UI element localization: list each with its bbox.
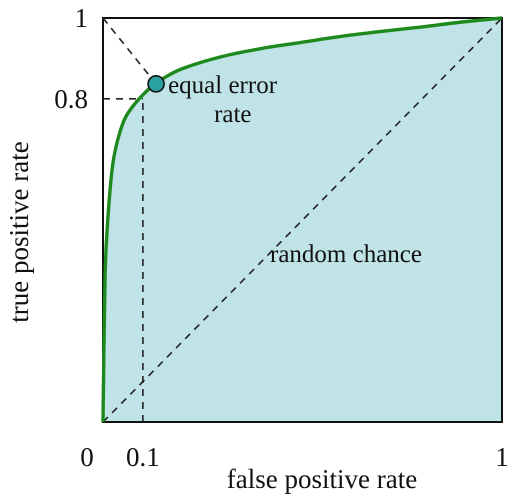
- y-axis-title: true positive rate: [4, 141, 34, 322]
- x-tick-labels: 0 0.1 1: [80, 442, 509, 472]
- equal-error-label-line2: rate: [214, 101, 251, 128]
- random-chance-label: random chance: [270, 241, 422, 268]
- y-tick-label: 1: [75, 3, 89, 33]
- y-tick-labels: 0.81: [54, 3, 88, 114]
- area-under-curve: [103, 18, 502, 422]
- x-tick-label: 0.1: [126, 442, 160, 472]
- x-tick-label: 1: [495, 442, 509, 472]
- equal-error-rate-marker: [147, 75, 165, 93]
- plot-frame: [102, 17, 503, 423]
- random-chance-diagonal: [102, 17, 503, 423]
- y-tick-label: 0.8: [54, 84, 88, 114]
- equal-error-label-line1: equal error: [168, 72, 278, 99]
- x-axis-title: false positive rate: [227, 464, 417, 494]
- x-tick-label: 0: [80, 442, 94, 472]
- reference-lines: [102, 17, 157, 422]
- reference-line-2: [102, 17, 157, 85]
